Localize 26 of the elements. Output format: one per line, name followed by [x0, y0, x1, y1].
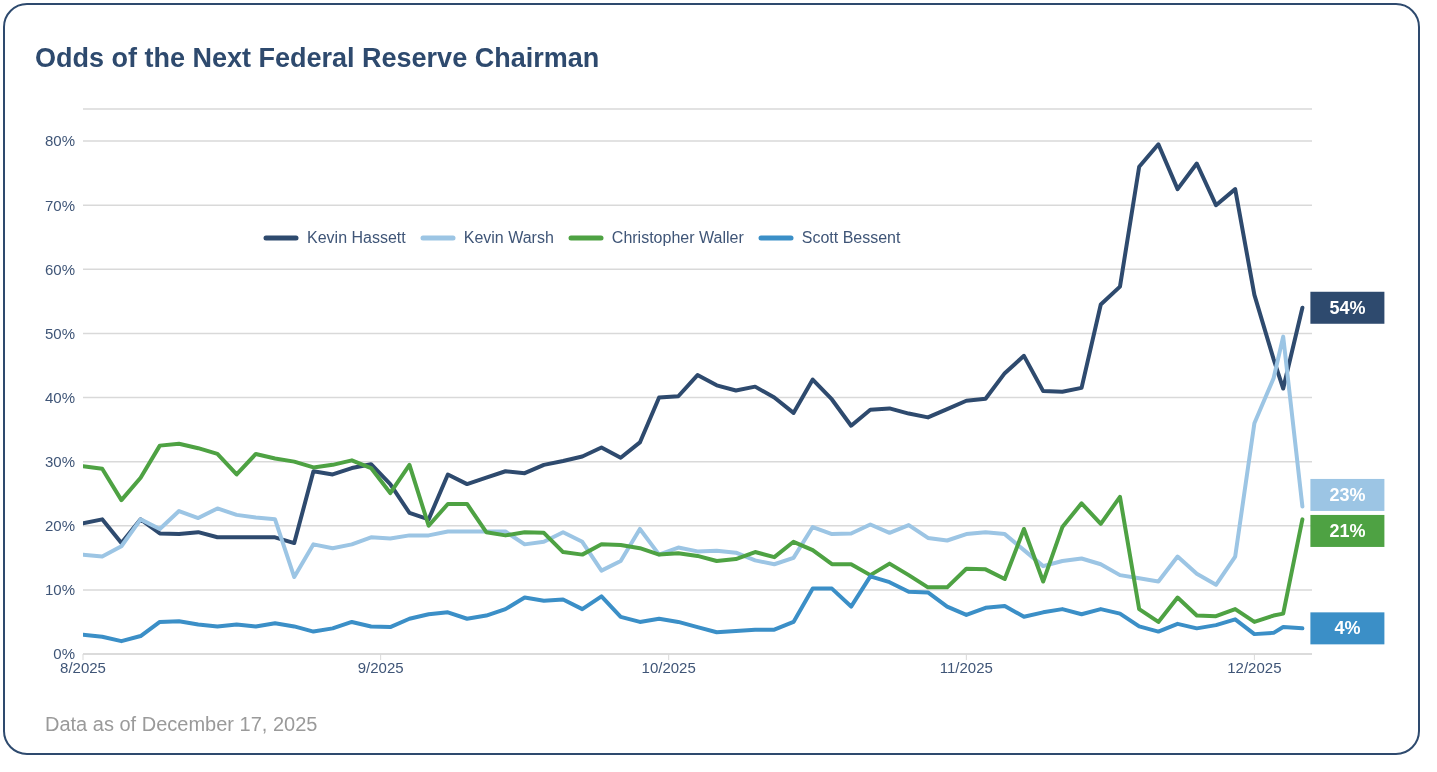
text: Data as of December 17, 2025 [45, 713, 318, 736]
y-tick-label: 80% [44, 132, 75, 150]
line-series [83, 441, 1305, 624]
legend-label: Scott Bessent [801, 229, 901, 247]
data-label: 23% [1329, 484, 1366, 505]
chart-title: Odds of the Next Federal Reserve Chairman [35, 43, 600, 74]
data-label: 54% [1329, 297, 1366, 318]
line-series [83, 574, 1305, 644]
y-tick-label: 20% [44, 517, 75, 535]
y-tick-label: 60% [44, 260, 75, 278]
y-tick-label: 10% [44, 581, 75, 599]
legend-label: Kevin Warsh [463, 229, 554, 247]
legend-label: Christopher Waller [611, 229, 744, 247]
y-tick-label: 40% [44, 388, 75, 406]
x-tick-label: 9/2025 [357, 658, 404, 676]
x-tick-label: 11/2025 [939, 658, 993, 676]
y-tick-label: 70% [44, 196, 75, 214]
y-tick-label: 50% [44, 324, 75, 342]
x-tick-label: 10/2025 [641, 658, 696, 676]
x-tick-label: 12/2025 [1227, 658, 1282, 676]
data-label: 21% [1329, 520, 1366, 541]
line-series [83, 142, 1305, 546]
legend-label: Kevin Hassett [307, 229, 406, 247]
line-series [83, 334, 1305, 587]
data-label: 4% [1334, 618, 1361, 639]
y-tick-label: 30% [44, 452, 75, 470]
